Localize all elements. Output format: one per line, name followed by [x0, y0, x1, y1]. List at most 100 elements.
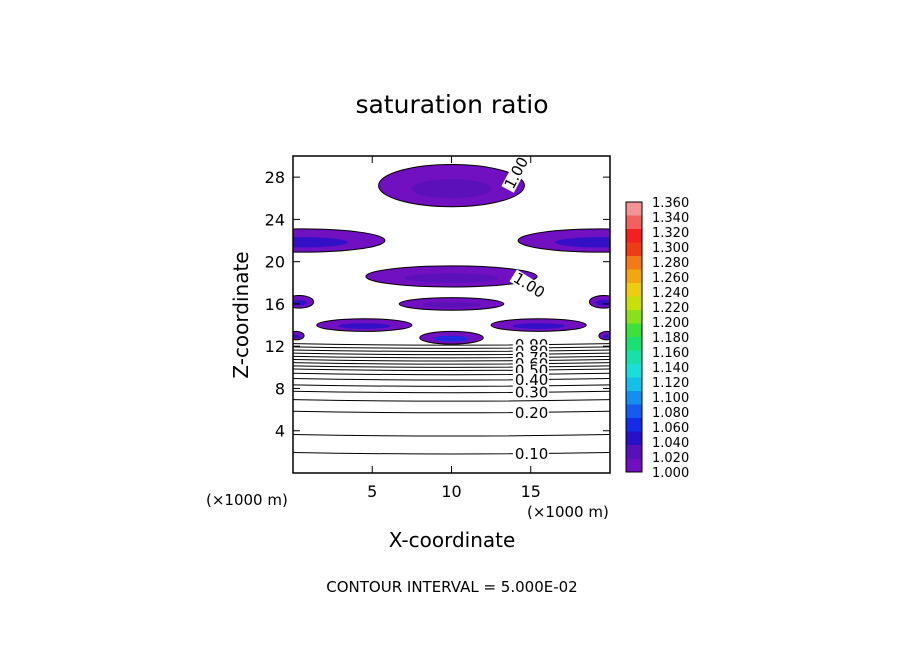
contour-line-7: [293, 372, 610, 376]
y-axis-ticks: 4 8 12 16 20 24 28: [265, 168, 610, 441]
colorbar-frame: [625, 201, 643, 473]
contour-line-9: [293, 365, 610, 368]
y-tick-label-1: 8: [275, 379, 285, 398]
contour-line-4: [293, 390, 610, 394]
colorbar-label-14: 1.080: [652, 406, 689, 421]
contour-label-bg-0: [501, 154, 531, 193]
contour-line-15: [293, 346, 610, 349]
contour-label-9: 0.20: [515, 404, 548, 422]
contour-line-6: [293, 378, 610, 381]
colorbar-swatch-14: [626, 391, 642, 405]
colorbar-label-17: 1.020: [652, 451, 689, 466]
contour-line-0: [293, 451, 610, 455]
chart-title: saturation ratio: [355, 90, 548, 119]
contour-line-11: [293, 358, 610, 362]
colorbar-swatch-10: [626, 337, 642, 351]
colorbar-label-10: 1.160: [652, 346, 689, 361]
contour-line-16: [293, 343, 610, 346]
colorbar: 1.3601.3401.3201.3001.2801.2601.2401.220…: [625, 196, 689, 481]
colorbar-swatch-18: [626, 445, 642, 459]
colorbar-label-15: 1.060: [652, 421, 689, 436]
supersaturation-fills: [293, 163, 610, 345]
colorbar-label-16: 1.040: [652, 436, 689, 451]
colorbar-label-2: 1.320: [652, 226, 689, 241]
region-core-4: [422, 302, 481, 308]
contour-line-10: [293, 362, 610, 365]
colorbar-label-12: 1.120: [652, 376, 689, 391]
colorbar-swatch-6: [626, 283, 642, 297]
colorbar-label-11: 1.140: [652, 361, 689, 376]
region-core-5: [338, 323, 391, 329]
colorbar-label-4: 1.280: [652, 256, 689, 271]
contour-line-3: [293, 399, 610, 402]
contour-label-bg-8: [512, 385, 549, 400]
colorbar-label-7: 1.220: [652, 301, 689, 316]
y-axis-label: Z-coordinate: [229, 251, 253, 378]
region-core-11: [434, 335, 469, 342]
colorbar-swatch-1: [626, 215, 642, 230]
y-tick-label-5: 24: [265, 210, 285, 229]
colorbar-label-1: 1.340: [652, 211, 689, 226]
colorbar-swatch-12: [626, 364, 642, 378]
contour-interval-footer: CONTOUR INTERVAL = 5.000E-02: [326, 578, 577, 596]
contour-label-bg-7: [512, 373, 549, 388]
colorbar-label-0: 1.360: [652, 196, 689, 211]
colorbar-swatch-5: [626, 269, 642, 284]
contour-label-bg-9: [512, 405, 549, 420]
colorbar-swatch-9: [626, 323, 642, 338]
colorbar-swatch-19: [626, 458, 642, 473]
colorbar-label-8: 1.200: [652, 316, 689, 331]
contour-label-1: 1.00: [510, 269, 548, 302]
contour-line-14: [293, 349, 610, 352]
contour-lines: [293, 343, 610, 455]
colorbar-swatch-15: [626, 404, 642, 419]
colorbar-swatch-4: [626, 256, 642, 270]
colorbar-label-6: 1.240: [652, 286, 689, 301]
y-tick-label-2: 12: [265, 337, 285, 356]
colorbar-swatch-8: [626, 310, 642, 324]
region-core-7: [293, 299, 308, 306]
colorbar-swatch-13: [626, 377, 642, 392]
colorbar-label-5: 1.260: [652, 271, 689, 286]
colorbar-swatch-17: [626, 431, 642, 446]
x-unit-right: (×1000 m): [527, 503, 609, 521]
y-tick-label-4: 20: [265, 253, 285, 272]
x-unit-left: (×1000 m): [206, 491, 288, 509]
y-tick-label-6: 28: [265, 168, 285, 187]
region-core-8: [595, 299, 610, 306]
colorbar-label-9: 1.180: [652, 331, 689, 346]
contour-line-12: [293, 355, 610, 359]
region-core-9: [293, 334, 301, 339]
region-core-0: [411, 179, 492, 199]
x-tick-label-2: 15: [521, 482, 541, 501]
region-core-3: [404, 273, 499, 283]
contour-label-bg-1: [509, 269, 548, 301]
colorbar-label-13: 1.100: [652, 391, 689, 406]
contour-label-10: 0.10: [515, 445, 548, 463]
contour-line-1: [293, 434, 610, 437]
colorbar-swatch-11: [626, 350, 642, 365]
colorbar-swatch-7: [626, 296, 642, 311]
contour-line-13: [293, 352, 610, 356]
contour-label-8: 0.30: [515, 384, 548, 402]
region-core-2: [555, 237, 610, 248]
y-tick-label-3: 16: [265, 295, 285, 314]
colorbar-label-18: 1.000: [652, 466, 689, 481]
x-tick-label-1: 10: [441, 482, 461, 501]
contour-label-bg-10: [512, 446, 549, 461]
region-core-6: [512, 323, 565, 329]
region-core-10: [602, 334, 610, 339]
y-tick-label-0: 4: [275, 422, 285, 441]
colorbar-swatch-2: [626, 229, 642, 243]
contour-label-7: 0.40: [515, 371, 548, 389]
x-tick-label-0: 5: [367, 482, 377, 501]
contour-line-2: [293, 410, 610, 414]
contour-line-5: [293, 384, 610, 387]
contour-line-8: [293, 368, 610, 372]
region-core-1: [293, 237, 348, 248]
contour-labels: 1.001.000.900.800.700.600.500.400.300.20…: [501, 154, 549, 463]
colorbar-swatch-3: [626, 242, 642, 257]
colorbar-swatch-16: [626, 418, 642, 432]
x-axis-label: X-coordinate: [389, 528, 516, 552]
